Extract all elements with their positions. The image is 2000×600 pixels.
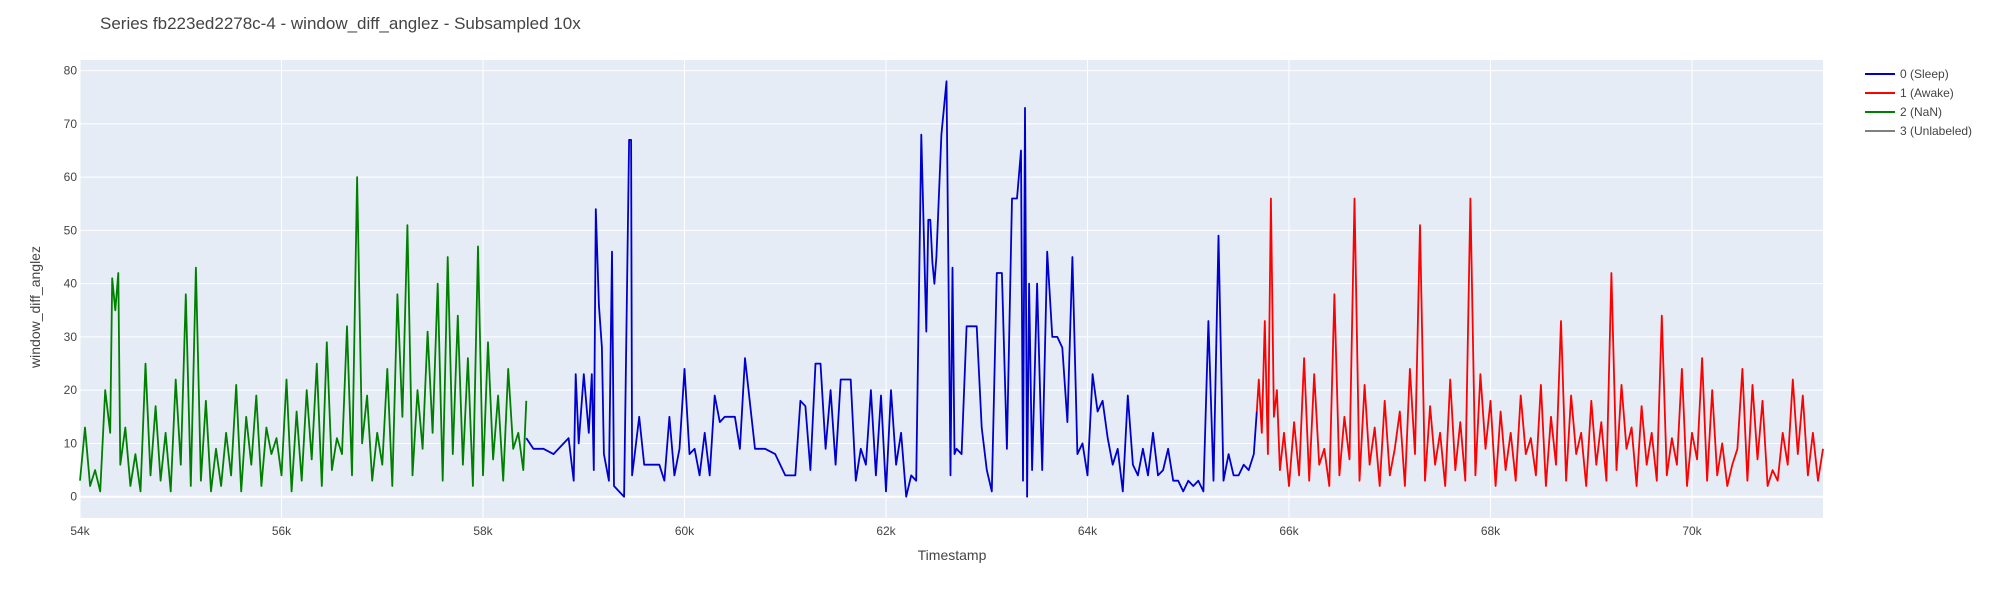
y-axis: 0 10 20 30 40 50 60 70 80 [64, 64, 78, 504]
legend-label: 1 (Awake) [1900, 86, 1954, 100]
chart-title: Series fb223ed2278c-4 - window_diff_angl… [100, 14, 581, 33]
series-line-2-nan[interactable] [79, 176, 528, 493]
x-tick-label: 70k [1682, 524, 1702, 538]
y-tick-label: 80 [64, 64, 78, 78]
x-tick-label: 56k [272, 524, 292, 538]
x-axis: 54k 56k 58k 60k 62k 64k 66k 68k 70k [70, 524, 1702, 538]
x-tick-label: 58k [473, 524, 493, 538]
y-tick-label: 40 [64, 277, 78, 291]
y-tick-label: 60 [64, 170, 78, 184]
x-tick-label: 62k [876, 524, 896, 538]
y-tick-label: 50 [64, 223, 78, 237]
legend-item[interactable]: 2 (NaN) [1865, 105, 1942, 119]
x-tick-label: 64k [1078, 524, 1098, 538]
y-tick-label: 10 [64, 436, 78, 450]
x-axis-title: Timestamp [918, 547, 987, 563]
x-tick-label: 54k [70, 524, 90, 538]
y-tick-label: 30 [64, 330, 78, 344]
legend-label: 2 (NaN) [1900, 105, 1942, 119]
y-tick-label: 0 [70, 490, 77, 504]
legend[interactable]: 0 (Sleep) 1 (Awake) 2 (NaN) 3 (Unlabeled) [1865, 67, 1972, 138]
legend-item[interactable]: 3 (Unlabeled) [1865, 124, 1972, 138]
legend-item[interactable]: 1 (Awake) [1865, 86, 1954, 100]
series-line-1-awake[interactable] [1255, 197, 1824, 487]
series-line-0-sleep[interactable] [525, 80, 1258, 498]
series-layer [79, 80, 1824, 498]
legend-item[interactable]: 0 (Sleep) [1865, 67, 1949, 81]
legend-label: 3 (Unlabeled) [1900, 124, 1972, 138]
x-tick-label: 68k [1481, 524, 1501, 538]
y-axis-title: window_diff_anglez [27, 246, 43, 369]
x-tick-label: 60k [675, 524, 695, 538]
x-tick-label: 66k [1279, 524, 1299, 538]
y-tick-label: 20 [64, 383, 78, 397]
y-tick-label: 70 [64, 117, 78, 131]
legend-label: 0 (Sleep) [1900, 67, 1949, 81]
